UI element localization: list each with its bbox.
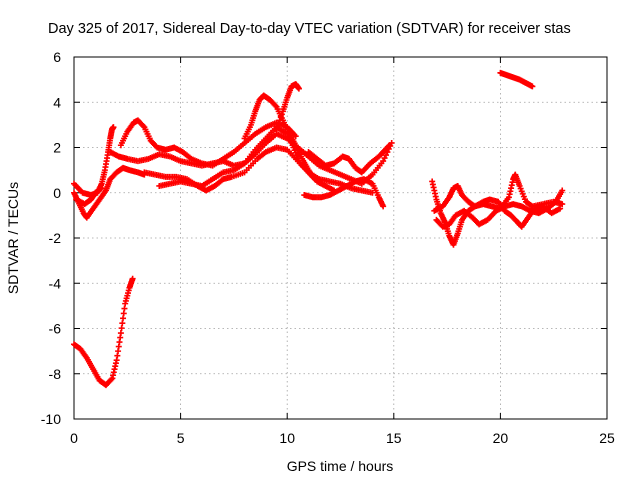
data-point <box>381 155 388 162</box>
data-point <box>276 117 283 124</box>
series-track-k <box>301 176 387 210</box>
data-point <box>309 173 316 180</box>
y-tick-label: -4 <box>49 275 62 291</box>
x-tick-labels: 0 5 10 15 20 25 <box>70 430 615 446</box>
data-point <box>98 185 105 192</box>
x-tick-label: 10 <box>279 430 295 446</box>
grid <box>74 57 607 419</box>
series-track-p <box>497 69 536 90</box>
data-point <box>275 120 282 127</box>
series-track-i <box>241 92 316 180</box>
series-track-d <box>73 185 105 208</box>
data-point <box>386 142 393 149</box>
chart-title: Day 325 of 2017, Sidereal Day-to-day VTE… <box>48 21 571 37</box>
y-tick-label: -6 <box>49 321 62 337</box>
series-track-n <box>431 182 564 230</box>
y-tick-label: 6 <box>53 49 61 65</box>
series-track-f <box>117 117 299 169</box>
data-point <box>529 83 536 90</box>
data-point <box>140 123 147 130</box>
data-point <box>273 126 280 133</box>
y-tick-label: 0 <box>53 185 61 201</box>
y-axis-label: SDTVAR / TECUs <box>5 182 21 294</box>
x-tick-label: 15 <box>386 430 402 446</box>
y-tick-label: 2 <box>53 140 61 156</box>
y-tick-label: -10 <box>41 411 61 427</box>
series-track-l <box>305 142 393 176</box>
y-tick-label: -2 <box>49 230 62 246</box>
x-tick-label: 0 <box>70 430 78 446</box>
series-track-h <box>141 144 338 194</box>
data-point <box>295 85 302 92</box>
data-point <box>278 111 285 118</box>
data-point <box>277 114 284 121</box>
x-tick-label: 5 <box>177 430 185 446</box>
x-axis-label: GPS time / hours <box>287 458 394 474</box>
data-point <box>292 133 299 140</box>
y-tick-label: 4 <box>53 94 61 110</box>
data-point <box>559 187 566 194</box>
data-point <box>380 158 387 165</box>
data-point <box>557 205 564 212</box>
series-track-o <box>433 187 566 230</box>
data-point <box>559 201 566 208</box>
data-point <box>272 102 279 109</box>
data-point <box>110 124 117 131</box>
y-tick-labels: -10 -8 -6 -4 -2 0 2 4 6 <box>41 49 61 427</box>
series-track-a <box>71 275 136 389</box>
data-point <box>108 376 115 383</box>
x-tick-label: 25 <box>599 430 615 446</box>
data-points <box>71 69 566 389</box>
data-point <box>274 123 281 130</box>
series-track-j <box>273 81 302 133</box>
data-point <box>380 203 387 210</box>
data-point <box>129 275 136 282</box>
y-tick-label: -8 <box>49 366 62 382</box>
x-tick-label: 20 <box>493 430 509 446</box>
